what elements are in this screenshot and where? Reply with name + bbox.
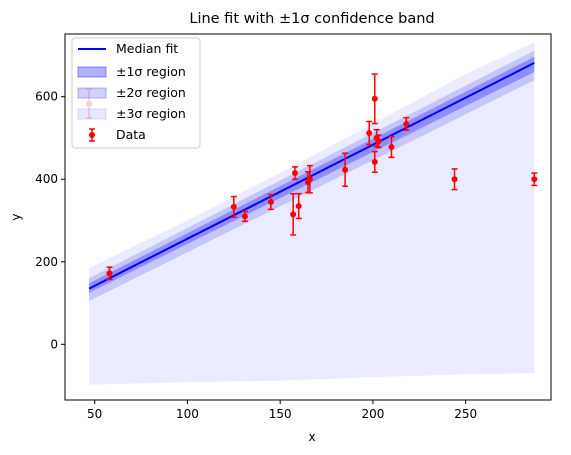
- data-point-9: [306, 164, 313, 194]
- data-marker: [342, 166, 349, 173]
- data-point-7: [295, 192, 302, 220]
- legend-band3-swatch: [77, 108, 107, 120]
- legend-band2-swatch: [77, 87, 107, 99]
- data-marker: [366, 130, 373, 137]
- data-point-17: [403, 117, 410, 131]
- legend-fit-label: Median fit: [116, 41, 178, 56]
- data-point-6: [292, 166, 299, 180]
- data-point-18: [451, 168, 458, 191]
- axes-frame: [64, 33, 552, 401]
- legend: Median fit ±1σ region ±2σ region ±3σ reg…: [71, 37, 201, 149]
- data-marker: [292, 170, 299, 177]
- data-marker: [230, 203, 237, 210]
- data-marker: [531, 176, 538, 183]
- data-point-10: [342, 152, 349, 188]
- data-marker: [375, 138, 382, 145]
- data-point-15: [375, 134, 382, 149]
- x-axis-label: x: [308, 430, 315, 444]
- x-tick-label-50: 50: [87, 407, 102, 421]
- data-marker: [451, 176, 458, 183]
- data-marker: [403, 120, 410, 127]
- chart-title: Line fit with ±1σ confidence band: [189, 11, 434, 27]
- data-marker: [388, 144, 395, 151]
- y-tick-label-600: 600: [35, 90, 58, 104]
- data-marker: [306, 176, 313, 183]
- data-point-5: [290, 192, 297, 236]
- data-marker: [371, 158, 378, 165]
- legend-box: [71, 37, 201, 149]
- x-axis-ticks: 50 100 150 200 250: [87, 400, 477, 421]
- legend-data-swatch: [89, 128, 95, 142]
- band-3sigma: [89, 42, 535, 385]
- x-tick-label-150: 150: [269, 407, 292, 421]
- data-point-3: [241, 210, 248, 223]
- y-tick-label-200: 200: [35, 255, 58, 269]
- data-point-1: [106, 266, 113, 281]
- data-point-11: [366, 120, 373, 146]
- y-tick-label-400: 400: [35, 172, 58, 186]
- data-marker: [371, 95, 378, 102]
- data-marker: [295, 203, 302, 210]
- legend-data-marker: [89, 132, 95, 138]
- y-axis-ticks: 0 200 400 600: [35, 90, 65, 351]
- median-fit-line: [88, 61, 535, 290]
- data-point-16: [388, 135, 395, 159]
- data-marker: [290, 211, 297, 218]
- x-tick-label-200: 200: [361, 407, 384, 421]
- legend-band1-swatch: [77, 66, 107, 78]
- data-point-19: [531, 172, 538, 187]
- legend-band3-label: ±3σ region: [116, 106, 186, 121]
- data-point-13: [371, 150, 378, 173]
- plot-area: [88, 42, 535, 385]
- data-point-2: [230, 195, 237, 218]
- data-marker: [267, 198, 274, 205]
- data-point-4: [267, 193, 274, 211]
- x-tick-label-100: 100: [176, 407, 199, 421]
- data-marker: [241, 213, 248, 220]
- y-tick-label-0: 0: [50, 337, 58, 351]
- y-axis-label: y: [9, 213, 23, 220]
- legend-band1-label: ±1σ region: [116, 64, 186, 79]
- legend-data-label: Data: [116, 127, 146, 142]
- x-tick-label-250: 250: [454, 407, 477, 421]
- legend-band2-label: ±2σ region: [116, 85, 186, 100]
- data-marker: [106, 270, 113, 277]
- data-point-12: [371, 73, 378, 125]
